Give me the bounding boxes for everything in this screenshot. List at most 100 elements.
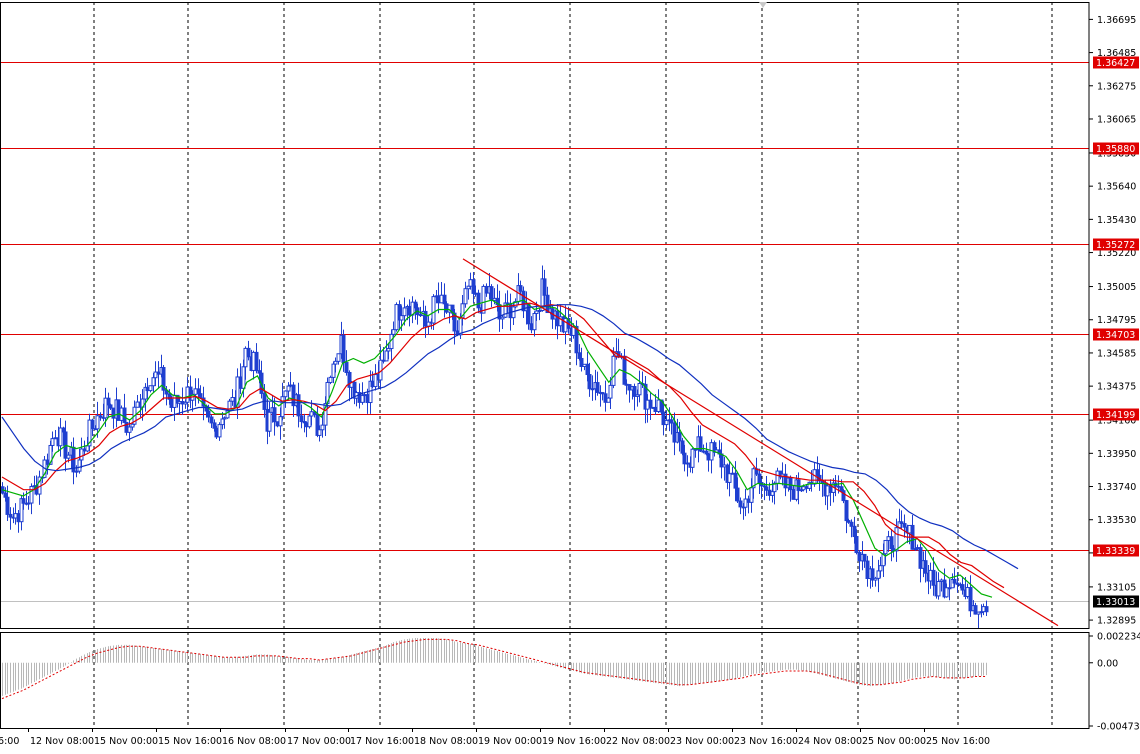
- price-tick-label: 1.35220: [1097, 248, 1136, 259]
- candle: [222, 416, 227, 429]
- main-panel-border: [0, 2, 1090, 629]
- candle: [476, 289, 481, 314]
- candle: [243, 346, 248, 380]
- candle: [272, 397, 277, 436]
- price-tick-label: 1.34160: [1097, 416, 1136, 427]
- candle: [973, 602, 978, 615]
- candle: [664, 410, 669, 430]
- candle: [521, 286, 526, 319]
- candle: [58, 418, 63, 457]
- support-resistance-levels[interactable]: [0, 62, 1089, 602]
- level-price-tag: 1.36427: [1093, 56, 1139, 69]
- candle: [402, 297, 407, 326]
- moving-average-line: [1, 302, 1005, 589]
- candle: [542, 269, 547, 308]
- candle: [235, 368, 240, 420]
- level-price-tag: 1.34199: [1093, 408, 1139, 421]
- candle: [960, 576, 965, 595]
- candle: [878, 556, 883, 578]
- candle: [677, 421, 682, 452]
- candle: [471, 271, 476, 304]
- chart-frame: [0, 2, 1090, 729]
- candle: [984, 600, 989, 616]
- candle: [103, 387, 108, 427]
- current-price-tag: 1.33013: [1093, 595, 1139, 608]
- price-tick-label: 1.35005: [1097, 282, 1136, 293]
- price-tick-label: 1.33950: [1097, 449, 1136, 460]
- candle: [738, 497, 743, 515]
- candle: [50, 431, 55, 452]
- candle: [463, 281, 468, 308]
- moving-averages: [1, 299, 1019, 598]
- price-tick-label: 1.35640: [1097, 182, 1136, 193]
- candle: [209, 414, 214, 429]
- time-tick-label: 19 Nov 00:00: [478, 736, 542, 747]
- price-axis[interactable]: 1.366951.364851.362751.360651.358501.356…: [1089, 15, 1140, 733]
- candle: [608, 377, 613, 410]
- candle: [762, 483, 767, 501]
- price-tick-label: 1.34795: [1097, 315, 1136, 326]
- candle: [180, 387, 185, 415]
- level-price-tag: 1.33339: [1093, 544, 1139, 557]
- svg-text:1.33013: 1.33013: [1096, 597, 1135, 608]
- candle: [71, 437, 76, 485]
- candle: [333, 357, 338, 373]
- shift-marker-icon[interactable]: [759, 2, 767, 8]
- time-tick-label: 16:00: [0, 736, 19, 747]
- svg-text:1.35272: 1.35272: [1096, 240, 1135, 251]
- candle: [587, 362, 592, 397]
- candle: [632, 383, 637, 411]
- svg-text:1.34703: 1.34703: [1096, 330, 1135, 341]
- candle: [947, 579, 952, 601]
- candle: [95, 401, 100, 438]
- candle: [296, 382, 301, 428]
- osc-tick-label: -0.004736: [1097, 722, 1140, 733]
- candle: [320, 412, 325, 438]
- candle: [889, 528, 894, 562]
- candle: [754, 457, 759, 476]
- price-tick-label: 1.36275: [1097, 81, 1136, 92]
- candle: [299, 404, 304, 429]
- candle: [637, 370, 642, 403]
- svg-text:1.34199: 1.34199: [1096, 410, 1135, 421]
- time-tick-label: 16 Nov 08:00: [222, 736, 286, 747]
- signal-line: [1, 638, 986, 700]
- candle: [410, 296, 415, 324]
- candle: [148, 385, 153, 393]
- candle: [897, 508, 902, 529]
- candle: [603, 380, 608, 412]
- candle: [98, 412, 103, 421]
- candle: [751, 467, 756, 499]
- candle: [854, 529, 859, 555]
- candle: [910, 514, 915, 550]
- candle: [788, 475, 793, 502]
- time-tick-label: 17 Nov 00:00: [287, 736, 351, 747]
- price-tick-label: 1.36065: [1097, 114, 1136, 125]
- level-price-tag: 1.35272: [1093, 238, 1139, 251]
- time-tick-label: 25 Nov 00:00: [862, 736, 926, 747]
- time-tick-label: 15 Nov 16:00: [158, 736, 222, 747]
- candle: [923, 550, 928, 583]
- candle: [719, 442, 724, 479]
- downtrend-line[interactable]: [462, 258, 1059, 627]
- candle: [532, 311, 537, 337]
- candle: [254, 343, 259, 374]
- price-tick-label: 1.35430: [1097, 215, 1136, 226]
- candle: [764, 476, 769, 496]
- candle: [246, 340, 251, 361]
- level-price-tag: 1.35880: [1093, 142, 1139, 155]
- price-tick-label: 1.32895: [1097, 616, 1136, 627]
- candle: [846, 518, 851, 524]
- candle: [690, 448, 695, 474]
- candle: [622, 348, 627, 385]
- candle: [833, 475, 838, 497]
- candle: [217, 422, 222, 441]
- candle: [391, 321, 396, 339]
- trendline[interactable]: [462, 258, 1059, 627]
- time-tick-label: 24 Nov 08:00: [798, 736, 862, 747]
- candle: [918, 543, 923, 583]
- svg-text:1.35880: 1.35880: [1096, 144, 1135, 155]
- candle: [188, 375, 193, 409]
